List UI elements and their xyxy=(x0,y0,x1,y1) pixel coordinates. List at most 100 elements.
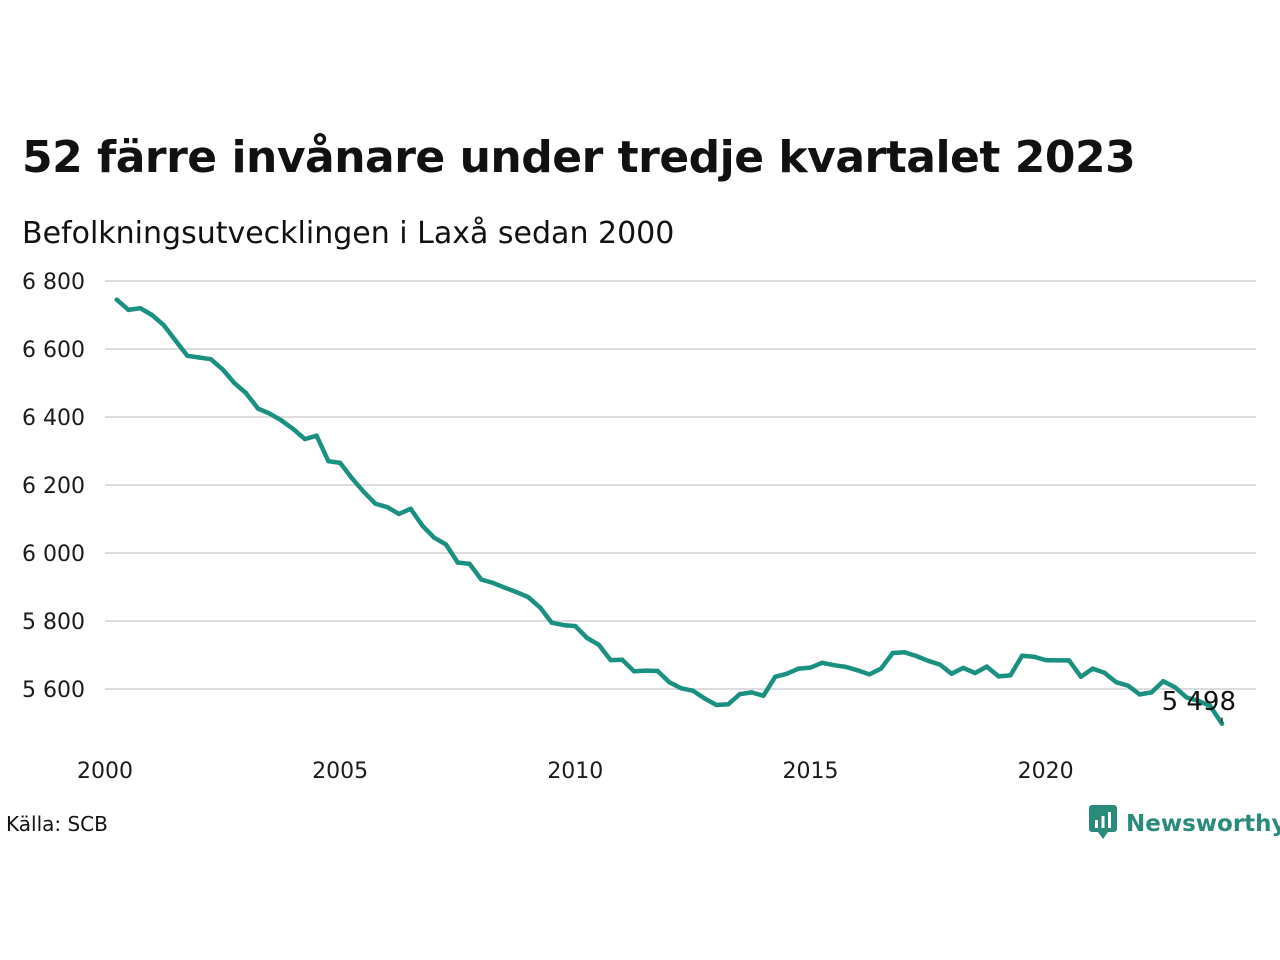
data-point xyxy=(479,577,483,581)
brand-logo[interactable]: Newsworthy xyxy=(1088,804,1280,844)
data-point xyxy=(538,605,542,609)
data-point xyxy=(397,512,401,516)
data-point xyxy=(832,663,836,667)
data-point xyxy=(808,665,812,669)
data-point xyxy=(244,391,248,395)
data-point xyxy=(985,664,989,668)
data-point xyxy=(526,595,530,599)
grid-lines xyxy=(105,281,1256,689)
data-point xyxy=(926,659,930,663)
data-point xyxy=(279,418,283,422)
data-point xyxy=(432,536,436,540)
data-point xyxy=(949,672,953,676)
data-point xyxy=(608,658,612,662)
series-layer xyxy=(115,298,1225,726)
x-axis-tick-labels: 2000 2005 2010 2015 2020 xyxy=(77,759,1074,784)
data-point xyxy=(655,669,659,673)
data-point xyxy=(197,355,201,359)
data-point xyxy=(1149,690,1153,694)
data-point xyxy=(1137,692,1141,696)
y-tick-label: 6 000 xyxy=(22,542,85,567)
data-point xyxy=(691,689,695,693)
data-point xyxy=(420,524,424,528)
data-point xyxy=(855,668,859,672)
newsworthy-logo-icon xyxy=(1088,804,1118,844)
data-point xyxy=(561,623,565,627)
data-point xyxy=(162,323,166,327)
data-point xyxy=(702,696,706,700)
data-point xyxy=(644,668,648,672)
data-point xyxy=(996,674,1000,678)
data-point xyxy=(844,665,848,669)
data-point xyxy=(491,581,495,585)
data-point xyxy=(749,690,753,694)
brand-name: Newsworthy xyxy=(1126,811,1280,837)
data-point xyxy=(973,671,977,675)
data-point xyxy=(1161,679,1165,683)
data-point xyxy=(326,459,330,463)
data-point xyxy=(138,306,142,310)
data-point xyxy=(150,313,154,317)
data-point xyxy=(879,666,883,670)
data-point xyxy=(738,692,742,696)
y-tick-label: 6 400 xyxy=(22,406,85,431)
data-point xyxy=(338,461,342,465)
data-point xyxy=(232,381,236,385)
data-point xyxy=(503,585,507,589)
x-tick-label: 2015 xyxy=(782,759,838,784)
data-point xyxy=(303,437,307,441)
data-point xyxy=(373,502,377,506)
data-point xyxy=(597,643,601,647)
data-point xyxy=(585,636,589,640)
source-note: Källa: SCB xyxy=(6,812,108,836)
x-tick-label: 2005 xyxy=(312,759,368,784)
data-point xyxy=(632,669,636,673)
data-point xyxy=(726,702,730,706)
data-point xyxy=(409,507,413,511)
data-point xyxy=(185,354,189,358)
value-label-layer: 5 498 xyxy=(1162,687,1236,723)
data-point xyxy=(1114,680,1118,684)
data-point xyxy=(1008,673,1012,677)
data-point xyxy=(361,490,365,494)
data-point xyxy=(573,624,577,628)
data-point xyxy=(256,406,260,410)
data-point xyxy=(797,666,801,670)
y-tick-label: 6 200 xyxy=(22,474,85,499)
data-point xyxy=(891,651,895,655)
data-point xyxy=(1126,683,1130,687)
data-point xyxy=(1055,658,1059,662)
data-point xyxy=(115,298,119,302)
data-point xyxy=(1032,655,1036,659)
y-axis-tick-labels: 6 800 6 600 6 400 6 200 6 000 5 800 5 600 xyxy=(22,270,85,703)
data-point xyxy=(314,434,318,438)
y-tick-label: 6 600 xyxy=(22,338,85,363)
data-point xyxy=(267,411,271,415)
y-tick-label: 5 600 xyxy=(22,678,85,703)
y-tick-label: 6 800 xyxy=(22,270,85,295)
y-tick-label: 5 800 xyxy=(22,610,85,635)
data-point xyxy=(667,680,671,684)
data-point xyxy=(914,654,918,658)
data-point xyxy=(714,703,718,707)
data-point xyxy=(385,505,389,509)
data-point xyxy=(456,560,460,564)
data-point xyxy=(550,621,554,625)
data-point xyxy=(514,590,518,594)
data-point xyxy=(173,338,177,342)
data-point xyxy=(620,658,624,662)
data-point xyxy=(820,661,824,665)
data-point xyxy=(1090,666,1094,670)
data-point xyxy=(467,562,471,566)
data-point xyxy=(291,427,295,431)
last-value-label: 5 498 xyxy=(1162,687,1236,717)
data-point xyxy=(679,686,683,690)
x-tick-label: 2020 xyxy=(1018,759,1074,784)
data-point xyxy=(773,675,777,679)
data-point xyxy=(1079,675,1083,679)
data-point xyxy=(444,542,448,546)
data-point xyxy=(785,672,789,676)
x-tick-label: 2010 xyxy=(547,759,603,784)
data-point xyxy=(761,694,765,698)
data-point xyxy=(1067,658,1071,662)
